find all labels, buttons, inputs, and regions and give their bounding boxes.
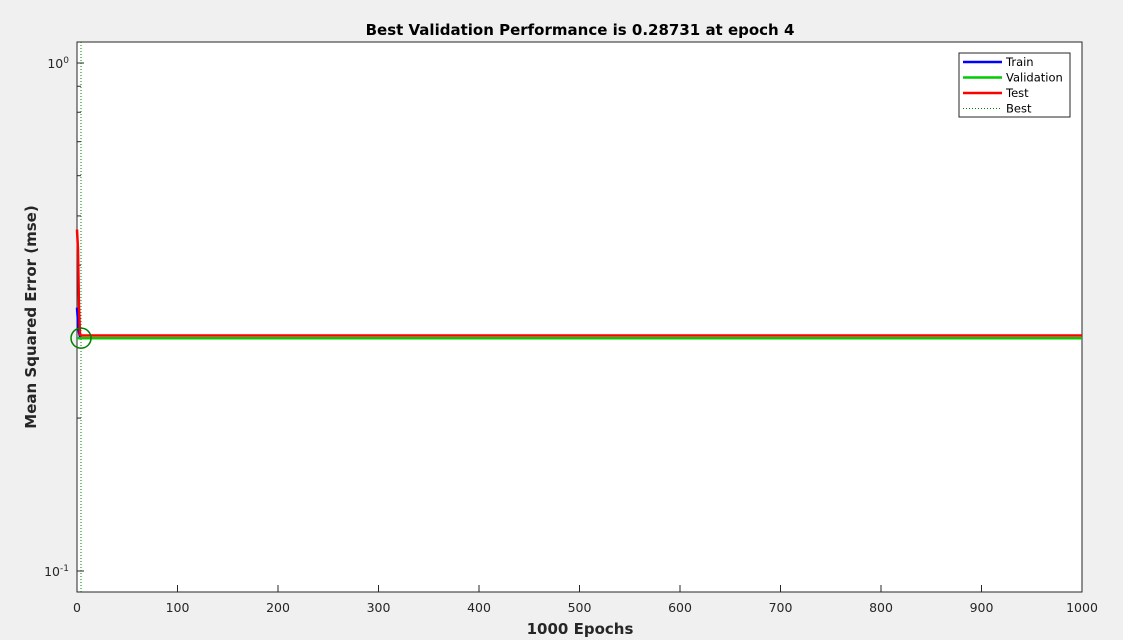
x-tick-label: 200	[266, 600, 290, 615]
x-axis: 0 100 200 300 400 500 600 700 800 900 1000	[73, 585, 1098, 615]
legend-label-test: Test	[1005, 86, 1029, 100]
x-tick-label: 900	[970, 600, 994, 615]
x-tick-label: 300	[367, 600, 391, 615]
x-tick-label: 700	[769, 600, 793, 615]
x-tick-label: 0	[73, 600, 81, 615]
chart-title: Best Validation Performance is 0.28731 a…	[366, 21, 795, 39]
x-tick-label: 500	[568, 600, 592, 615]
series-line-test	[75, 229, 1082, 337]
x-tick-label: 100	[166, 600, 190, 615]
x-tick-label: 400	[467, 600, 491, 615]
y-axis: 10-1 100	[44, 56, 84, 579]
legend-label-train: Train	[1005, 55, 1034, 69]
x-axis-label: 1000 Epochs	[527, 620, 634, 638]
legend-label-best: Best	[1006, 102, 1032, 116]
plot-area	[76, 41, 1083, 593]
series-layer	[70, 42, 1082, 592]
legend-label-validation: Validation	[1006, 71, 1063, 85]
y-axis-label: Mean Squared Error (mse)	[22, 205, 40, 428]
x-tick-label: 600	[668, 600, 692, 615]
y-tick-label: 10-1	[44, 564, 69, 579]
x-tick-label: 800	[869, 600, 893, 615]
x-tick-label: 1000	[1066, 600, 1098, 615]
legend-box	[958, 52, 1071, 118]
y-tick-label: 100	[47, 56, 69, 71]
best-point-marker	[70, 327, 92, 349]
